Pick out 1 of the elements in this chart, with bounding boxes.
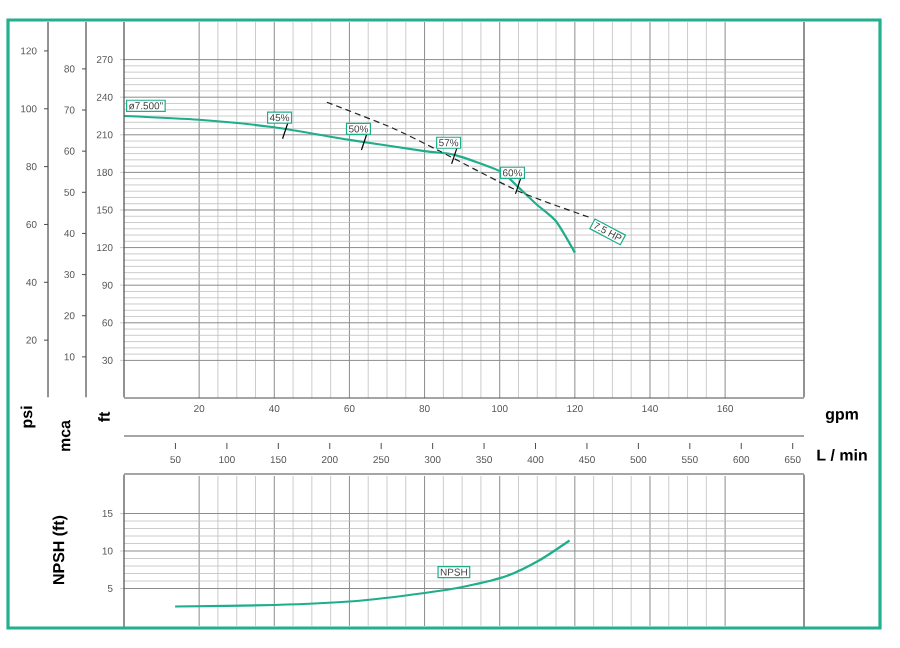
line-series bbox=[174, 539, 571, 608]
